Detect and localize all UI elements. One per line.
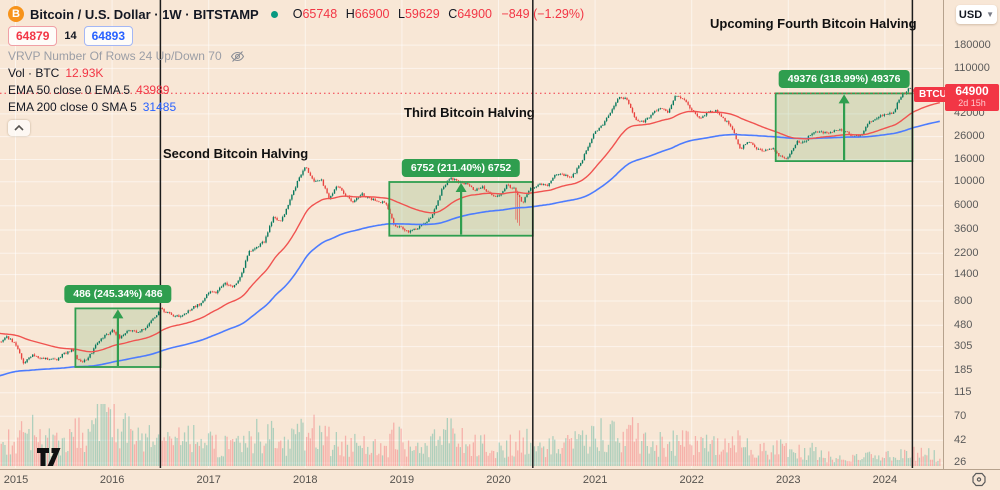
ema200-indicator-row[interactable]: EMA 200 close 0 SMA 5 31485 bbox=[8, 100, 584, 114]
change-value: −849 (−1.29%) bbox=[501, 7, 585, 21]
price-tick: 2200 bbox=[954, 246, 979, 259]
bid-ask-row: 64879 14 64893 bbox=[8, 26, 584, 46]
year-label: 2019 bbox=[389, 474, 415, 486]
price-tick: 3600 bbox=[954, 223, 979, 236]
price-axis[interactable]: 180000 110000 42000 26000 16000 10000 6000 3600… bbox=[943, 0, 1000, 469]
year-label: 2020 bbox=[486, 474, 511, 486]
ema50-line[interactable] bbox=[0, 102, 940, 353]
currency-toggle-button[interactable]: USD ▼ bbox=[956, 5, 997, 24]
annotation-fourth-halving[interactable]: Upcoming Fourth Bitcoin Halving bbox=[710, 16, 917, 31]
tradingview-logo[interactable] bbox=[36, 446, 66, 468]
volume-bars bbox=[0, 404, 941, 466]
annotation-third-halving[interactable]: Third Bitcoin Halving bbox=[404, 105, 535, 120]
price-tick: 110000 bbox=[954, 61, 990, 74]
vrvp-indicator-row[interactable]: VRVP Number Of Rows 24 Up/Down 70 bbox=[8, 49, 584, 63]
open-label: O bbox=[292, 7, 303, 21]
chart-legend: B Bitcoin / U.S. Dollar · 1W · BITSTAMP … bbox=[8, 5, 584, 136]
volume-indicator-row[interactable]: Vol · BTC 12.93K bbox=[8, 66, 584, 80]
close-value: 64900 bbox=[457, 7, 492, 21]
price-tick: 115 bbox=[954, 386, 972, 399]
volume-value: 12.93K bbox=[65, 66, 104, 80]
price-tick: 16000 bbox=[954, 152, 985, 165]
eye-off-icon[interactable] bbox=[230, 50, 245, 63]
price-range-label-2[interactable]: 6752 (211.40%) 6752 bbox=[401, 158, 521, 177]
last-price-axis-label: 64900 2d 15h bbox=[945, 84, 999, 111]
last-price-value: 64900 bbox=[955, 84, 989, 98]
year-label: 2022 bbox=[679, 474, 704, 486]
price-tick: 42 bbox=[954, 433, 967, 446]
price-range-label-1[interactable]: 486 (245.34%) 486 bbox=[64, 285, 172, 304]
year-label: 2015 bbox=[3, 474, 29, 486]
ohlc-values: O65748 H66900 L59629 C64900 −849 (−1.29%… bbox=[288, 7, 584, 21]
close-label: C bbox=[448, 7, 458, 21]
time-axis[interactable]: 2015 2016 2017 2018 2019 2020 2021 2022 2023 2024 bbox=[0, 469, 1000, 490]
year-label: 2016 bbox=[99, 474, 125, 486]
price-range-label-3[interactable]: 49376 (318.99%) 49376 bbox=[778, 70, 910, 89]
price-tick: 185 bbox=[954, 363, 973, 376]
high-label: H bbox=[345, 7, 355, 21]
high-value: 66900 bbox=[354, 7, 390, 21]
ema200-line[interactable] bbox=[0, 120, 940, 377]
buy-ask-button[interactable]: 64893 bbox=[83, 26, 133, 46]
halving-lines[interactable] bbox=[159, 0, 914, 468]
year-label: 2017 bbox=[196, 474, 221, 486]
annotation-second-halving[interactable]: Second Bitcoin Halving bbox=[163, 146, 309, 161]
candlestick-chart-canvas[interactable] bbox=[0, 0, 943, 469]
open-value: 65748 bbox=[302, 7, 338, 21]
price-tick: 26 bbox=[954, 456, 967, 469]
ema200-value: 31485 bbox=[142, 100, 177, 114]
sell-bid-button[interactable]: 64879 bbox=[8, 26, 58, 46]
market-open-dot-icon bbox=[270, 10, 278, 18]
price-tick: 6000 bbox=[954, 199, 979, 212]
vrvp-label: VRVP Number Of Rows 24 Up/Down 70 bbox=[8, 49, 222, 63]
candles bbox=[0, 87, 941, 365]
low-label: L bbox=[397, 7, 405, 21]
bar-countdown: 2d 15h bbox=[958, 98, 986, 108]
low-value: 59629 bbox=[404, 7, 440, 21]
symbol-title-row[interactable]: B Bitcoin / U.S. Dollar · 1W · BITSTAMP … bbox=[8, 5, 584, 23]
price-tick: 26000 bbox=[954, 130, 985, 143]
bitcoin-icon: B bbox=[8, 6, 24, 22]
ema50-label: EMA 50 close 0 EMA 5 bbox=[8, 83, 131, 97]
volume-label: Vol · BTC bbox=[8, 66, 60, 80]
spread-value: 14 bbox=[64, 30, 77, 42]
year-label: 2024 bbox=[872, 474, 898, 486]
chevron-down-icon: ▼ bbox=[986, 10, 995, 19]
price-tick: 180000 bbox=[954, 38, 991, 51]
year-label: 2018 bbox=[293, 474, 318, 486]
ema50-value: 43989 bbox=[136, 83, 170, 97]
currency-label: USD bbox=[958, 8, 983, 21]
price-tick: 1400 bbox=[954, 268, 979, 281]
legend-collapse-button[interactable] bbox=[8, 120, 30, 136]
price-tick: 305 bbox=[954, 340, 973, 353]
axis-settings-gear-icon[interactable] bbox=[971, 472, 987, 487]
ema50-indicator-row[interactable]: EMA 50 close 0 EMA 5 43989 bbox=[8, 83, 584, 97]
price-tick: 10000 bbox=[954, 175, 985, 188]
price-tick: 480 bbox=[954, 318, 973, 331]
price-tick: 70 bbox=[954, 409, 967, 422]
price-tick: 800 bbox=[954, 294, 973, 307]
year-label: 2021 bbox=[582, 474, 608, 486]
symbol-title[interactable]: Bitcoin / U.S. Dollar · 1W · BITSTAMP bbox=[30, 6, 259, 22]
year-label: 2023 bbox=[776, 474, 801, 486]
ema200-label: EMA 200 close 0 SMA 5 bbox=[8, 100, 137, 114]
